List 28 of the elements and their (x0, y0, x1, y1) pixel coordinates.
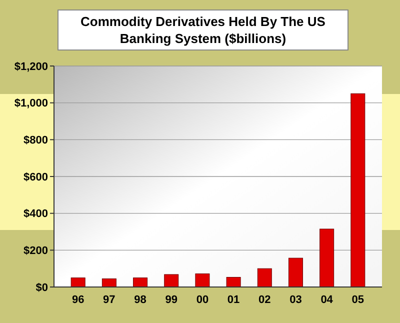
x-tick-label: 01 (227, 294, 240, 306)
y-tick-label: $200 (24, 245, 48, 258)
bar (164, 274, 179, 288)
x-tick-label: 05 (352, 294, 364, 306)
y-tick-label: $600 (24, 171, 48, 184)
y-tick-label: $400 (24, 208, 48, 220)
bar (70, 278, 86, 288)
bar (226, 276, 241, 288)
y-tick-label: $1,200 (14, 60, 48, 73)
bar (133, 278, 148, 288)
x-tick-label: 99 (165, 294, 178, 306)
bar (350, 93, 366, 288)
x-tick-label: 00 (196, 294, 209, 306)
x-tick-label: 97 (103, 294, 116, 306)
bar (195, 273, 210, 288)
x-tick-label: 02 (258, 294, 271, 306)
x-tick-label: 98 (134, 294, 146, 306)
y-tick-label: $0 (36, 282, 48, 294)
y-tick-label: $1,000 (14, 98, 48, 110)
chart-title: Commodity Derivatives Held By The US Banking System ($billions) (80, 14, 326, 46)
bar (102, 278, 116, 288)
x-tick-label: 96 (72, 294, 84, 306)
y-tick-label: $800 (24, 134, 48, 147)
bar (320, 228, 334, 288)
x-tick-label: 04 (320, 294, 334, 306)
bar (288, 258, 303, 288)
x-tick-label: 03 (290, 294, 302, 306)
bar (257, 268, 272, 288)
